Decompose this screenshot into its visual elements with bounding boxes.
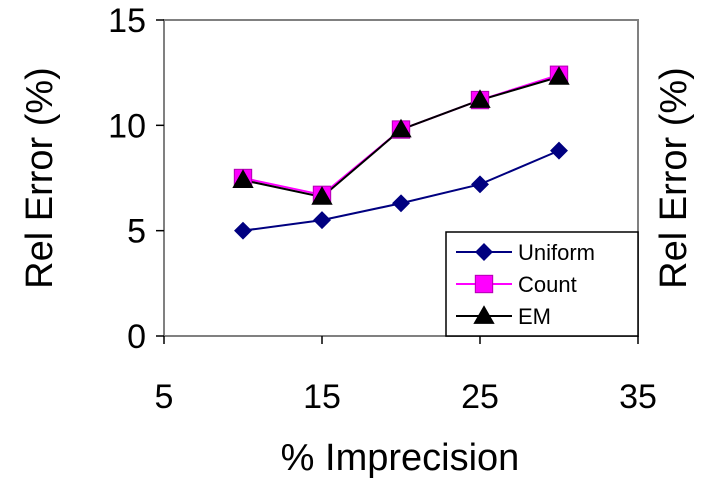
legend-label-count: Count: [518, 272, 577, 297]
y-tick-label: 0: [127, 318, 146, 356]
data-point-em: [469, 89, 491, 108]
legend-label-uniform: Uniform: [518, 240, 595, 265]
data-point-em: [232, 169, 254, 188]
legend-marker-em: [473, 305, 495, 324]
x-tick-label: 5: [155, 378, 174, 416]
x-axis-ticks: 5 15 25 35: [155, 336, 657, 416]
data-point-uniform: [392, 194, 410, 213]
data-point-em: [390, 118, 412, 138]
y-axis-ticks: 0 5 10 15: [108, 2, 164, 356]
legend-marker-count: [474, 274, 494, 294]
x-tick-label: 25: [461, 378, 499, 416]
x-tick-label: 15: [303, 378, 341, 416]
series-group: [232, 65, 570, 240]
y-axis-title: Rel Error (%): [19, 67, 61, 289]
y-tick-label: 15: [108, 2, 146, 40]
x-tick-label: 35: [619, 378, 657, 416]
x-axis-title: % Imprecision: [281, 437, 520, 479]
data-point-uniform: [313, 211, 331, 230]
data-point-uniform: [550, 141, 568, 160]
data-point-uniform: [234, 221, 252, 240]
data-point-em: [548, 66, 570, 85]
legend: Uniform Count EM: [445, 231, 639, 337]
data-point-uniform: [471, 175, 489, 194]
legend-marker-uniform: [475, 243, 493, 261]
data-point-em: [311, 186, 333, 205]
y-tick-label: 10: [108, 107, 146, 145]
legend-label-em: EM: [518, 304, 551, 329]
y-axis-title-right: Rel Error (%): [653, 67, 695, 289]
y-tick-label: 5: [127, 213, 146, 251]
